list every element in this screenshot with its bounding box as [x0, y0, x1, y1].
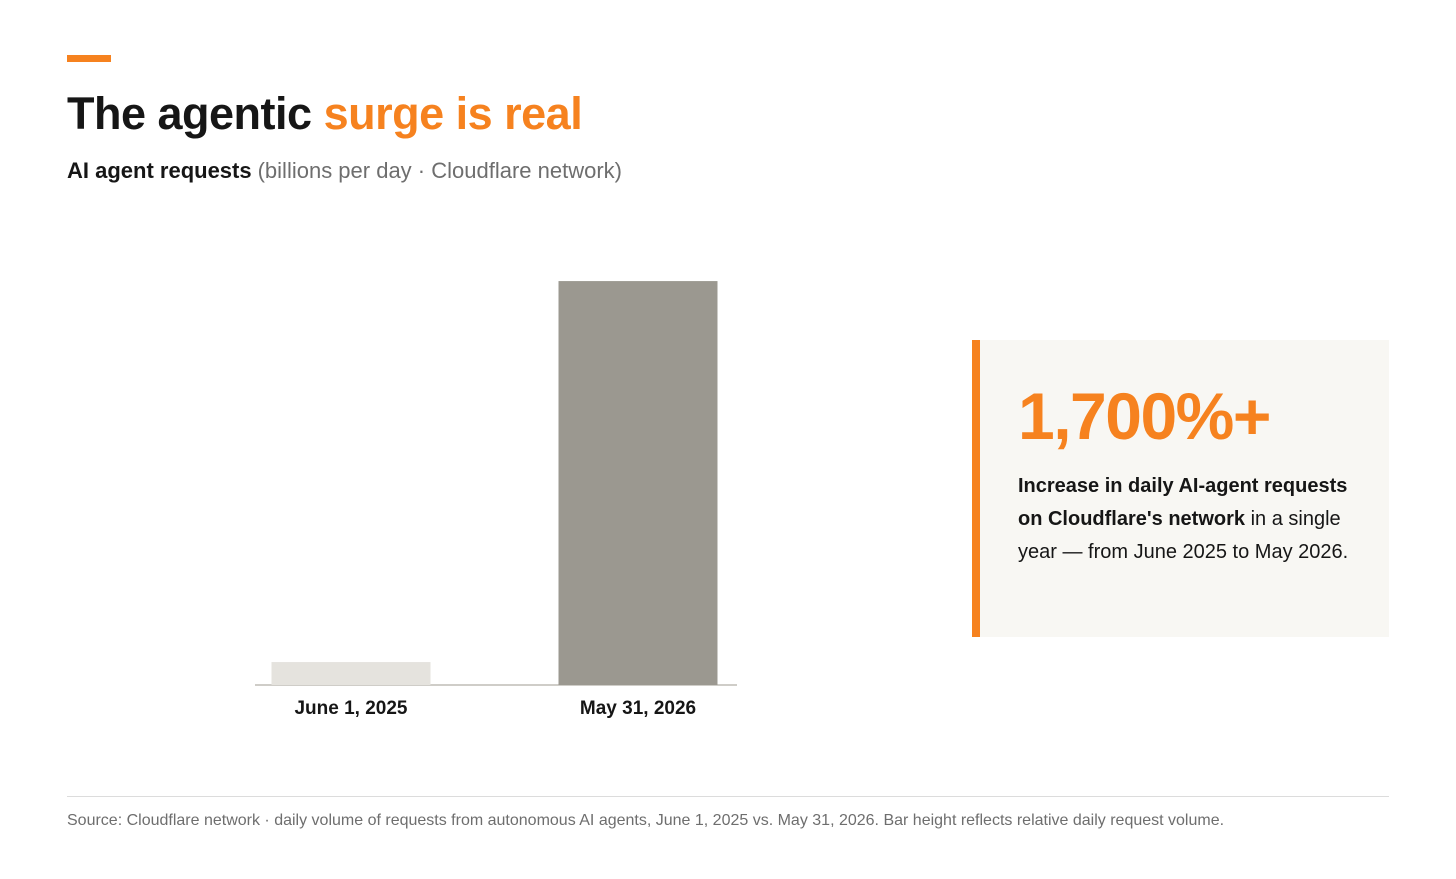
subtitle-detail: (billions per day · Cloudflare network): [257, 158, 622, 183]
footer-rule: [67, 796, 1389, 797]
source-note: Source: Cloudflare network · daily volum…: [67, 812, 1225, 829]
callout-detail: in a single year — from June 2025 to May…: [1018, 508, 1349, 563]
callout-text: Increase in daily AI-agent requests on C…: [1018, 470, 1359, 569]
callout-figure: 1,700%+: [1018, 379, 1271, 453]
x-tick-label: June 1, 2025: [294, 698, 407, 719]
x-tick-label: May 31, 2026: [580, 698, 696, 719]
bar: [271, 662, 431, 685]
chart-title: The agentic surge is real: [67, 88, 583, 140]
callout-headline: Increase in daily AI-agent requests on C…: [1018, 475, 1348, 530]
title-highlight: surge is real: [323, 88, 583, 139]
chart-subtitle: AI agent requests (billions per day · Clo…: [67, 158, 622, 184]
subtitle-lead: AI agent requests: [67, 158, 252, 183]
accent-dash: [67, 55, 111, 62]
title-lead: The agentic: [67, 88, 312, 139]
callout: 1,700%+ Increase in daily AI-agent reque…: [972, 340, 1389, 637]
bar: [558, 281, 718, 685]
chart: June 1, 2025 May 31, 2026: [255, 281, 737, 719]
